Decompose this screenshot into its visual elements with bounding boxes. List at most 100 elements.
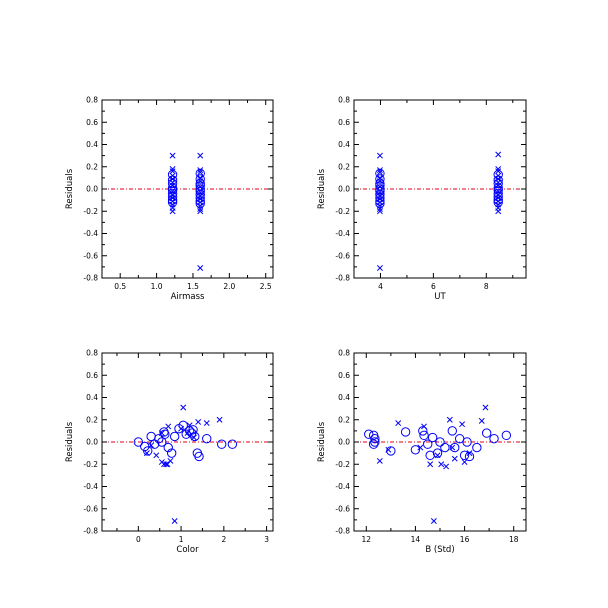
y-tick-label: 0.4	[86, 140, 98, 149]
x-tick-label: 6	[431, 282, 436, 291]
cross-marker	[167, 457, 174, 464]
circle-marker	[410, 445, 421, 455]
circle-marker	[375, 198, 385, 209]
y-tick-label: -0.2	[335, 207, 350, 216]
y-tick-label: 0.8	[86, 96, 98, 105]
cross-marker	[451, 455, 458, 462]
circle-marker	[167, 197, 178, 208]
circle-marker	[364, 429, 374, 439]
y-tick-label: 0.0	[338, 438, 350, 447]
cross-marker	[395, 420, 402, 427]
y-tick-label: 0.8	[86, 349, 98, 358]
x-tick-label: 2.0	[223, 282, 235, 291]
circle-marker	[202, 433, 212, 444]
x-tick-label: 0.5	[114, 282, 126, 291]
circle-marker	[190, 431, 200, 442]
y-tick-label: 0.0	[86, 438, 98, 447]
circle-marker	[435, 437, 445, 447]
circle-marker	[375, 168, 385, 179]
circle-marker	[489, 433, 499, 444]
y-tick-label: 0.0	[338, 185, 350, 194]
panel-ut: -0.8 -0.6 -0.4 -0.2 0.0 0.2 0.4 0.6 0.8 4 6 8 UT Resi…	[317, 96, 527, 302]
panel-color: -0.8 -0.6 -0.4 -0.2 0.0 0.2 0.4 0.6 0.8 0 1 2 3 Color…	[65, 349, 274, 555]
circle-marker	[195, 174, 205, 184]
circle-marker	[195, 196, 205, 206]
cross-marker	[376, 457, 383, 464]
cross-marker	[459, 421, 466, 428]
cross-marker	[190, 434, 197, 441]
y-tick-label: -0.4	[335, 229, 350, 238]
circle-marker	[370, 437, 380, 447]
circle-marker	[188, 425, 198, 435]
circle-marker	[493, 175, 503, 185]
circle-marker	[501, 430, 512, 441]
circle-marker	[472, 442, 482, 453]
circle-marker	[167, 188, 178, 199]
y-tick-label: 0.6	[338, 118, 350, 127]
circle-marker	[375, 196, 385, 206]
cross-marker	[195, 419, 202, 425]
circle-marker	[493, 178, 503, 189]
x-tick-label: 18	[509, 535, 519, 544]
circle-marker	[493, 197, 503, 208]
cross-marker	[197, 167, 204, 174]
cross-marker	[376, 152, 383, 159]
cross-marker	[427, 461, 434, 468]
circle-marker	[146, 431, 156, 442]
circle-marker	[418, 426, 428, 436]
y-axis-title: Residuals	[317, 421, 327, 462]
cross-marker	[180, 404, 187, 411]
cross-marker	[376, 208, 383, 215]
x-tick-label: 1.0	[151, 282, 163, 291]
circle-marker	[195, 193, 205, 203]
x-tick-label: 14	[411, 535, 421, 544]
y-axis-title: Residuals	[317, 168, 327, 209]
circle-marker	[419, 430, 429, 441]
cross-marker	[153, 452, 160, 459]
circle-marker	[464, 451, 475, 462]
x-axis-title: UT	[434, 292, 446, 302]
y-tick-label: -0.6	[83, 251, 98, 260]
cross-marker	[197, 265, 204, 271]
circle-marker	[440, 442, 450, 453]
circle-marker	[167, 178, 178, 189]
y-tick-label: 0.8	[338, 349, 350, 358]
y-tick-label: -0.8	[335, 527, 350, 536]
circle-marker	[133, 437, 144, 447]
cross-marker	[430, 518, 437, 524]
x-tick-label: 3	[264, 535, 269, 544]
circle-marker	[493, 195, 503, 205]
x-axis-title: B (Std)	[425, 545, 454, 555]
cross-marker	[461, 459, 468, 465]
circle-marker	[481, 428, 492, 438]
circle-marker	[181, 429, 191, 439]
x-tick-label: 8	[484, 282, 489, 291]
circle-marker	[194, 451, 204, 462]
y-tick-label: -0.2	[83, 460, 98, 469]
x-tick-label: 1.5	[187, 282, 199, 291]
circle-marker	[217, 439, 227, 449]
cross-marker	[216, 416, 223, 423]
circle-marker	[163, 442, 173, 453]
y-tick-label: -0.6	[335, 251, 350, 260]
y-tick-label: -0.2	[83, 207, 98, 216]
cross-marker	[495, 151, 502, 158]
y-tick-label: -0.4	[83, 482, 98, 491]
x-tick-label: 0	[136, 535, 141, 544]
cross-marker	[197, 208, 204, 215]
circle-marker	[400, 427, 411, 437]
y-tick-label: 0.0	[86, 185, 98, 194]
circle-marker	[154, 433, 164, 444]
cross-marker	[169, 208, 176, 215]
y-axis-title: Residuals	[65, 168, 75, 209]
circle-marker	[386, 446, 396, 456]
circle-marker	[167, 195, 178, 205]
circle-marker	[167, 185, 178, 195]
circle-marker	[427, 432, 438, 443]
circle-marker	[195, 198, 205, 209]
cross-marker	[495, 208, 502, 215]
y-tick-label: 0.4	[338, 140, 350, 149]
y-tick-label: 0.4	[86, 393, 98, 402]
cross-marker	[466, 450, 473, 457]
